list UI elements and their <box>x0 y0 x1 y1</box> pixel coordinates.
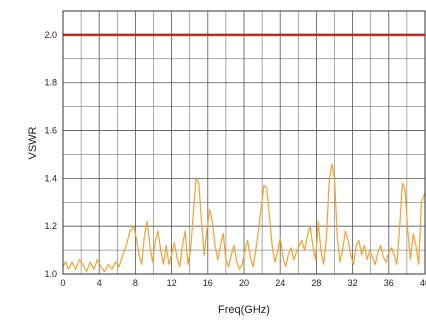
x-tick-label: 24 <box>275 278 285 288</box>
x-tick-label: 12 <box>167 278 177 288</box>
x-tick-label: 4 <box>97 278 102 288</box>
x-axis-label: Freq(GHz) <box>218 304 270 316</box>
vswr-series-line <box>62 163 426 273</box>
series-group <box>62 33 426 273</box>
plot-frame <box>62 10 426 275</box>
x-tick-label: 36 <box>384 278 394 288</box>
y-tick-label: 2.0 <box>44 30 57 40</box>
x-tick-label: 0 <box>60 278 65 288</box>
x-tick-label: 16 <box>203 278 213 288</box>
x-tick-label: 20 <box>239 278 249 288</box>
x-tick-label: 32 <box>348 278 358 288</box>
x-tick-label: 8 <box>133 278 138 288</box>
tick-labels: 0 4 8 12 16 20 24 28 32 36 40 1.0 1.2 1.4 1.6 1.8 2.0 <box>44 30 426 288</box>
y-tick-label: 1.4 <box>44 173 57 183</box>
y-tick-label: 1.0 <box>44 269 57 279</box>
y-tick-label: 1.2 <box>44 221 57 231</box>
grid-lines <box>62 10 426 275</box>
y-tick-label: 1.6 <box>44 126 57 136</box>
x-tick-label: 40 <box>420 278 426 288</box>
x-tick-label: 28 <box>311 278 321 288</box>
y-axis-label: VSWR <box>27 126 39 159</box>
y-tick-label: 1.8 <box>44 78 57 88</box>
